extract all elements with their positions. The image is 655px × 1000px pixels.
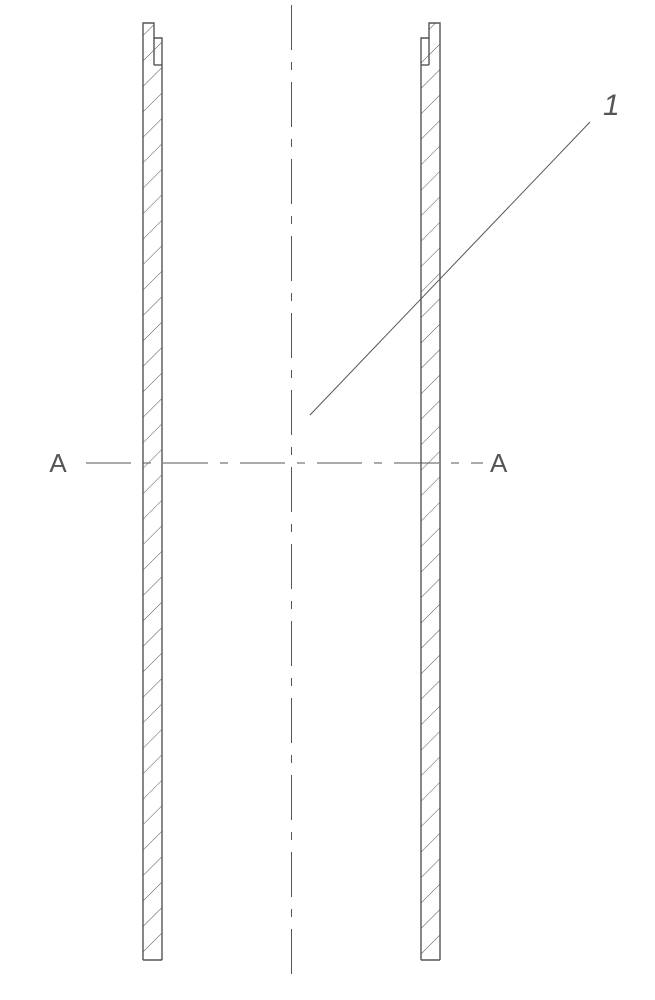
right-wall-hatch-top-inner — [421, 38, 429, 65]
left-wall-hatch-top-inner — [154, 38, 162, 65]
section-label-right: A — [490, 448, 508, 478]
left-wall-hatch-body — [143, 65, 162, 960]
right-wall-hatch-body — [421, 65, 440, 960]
left-wall-hatch-top-outer — [143, 23, 154, 65]
callout-label: 1 — [603, 89, 620, 122]
section-label-left: A — [49, 448, 67, 478]
callout-leader — [310, 122, 590, 415]
right-wall-hatch-top-outer — [429, 23, 440, 65]
